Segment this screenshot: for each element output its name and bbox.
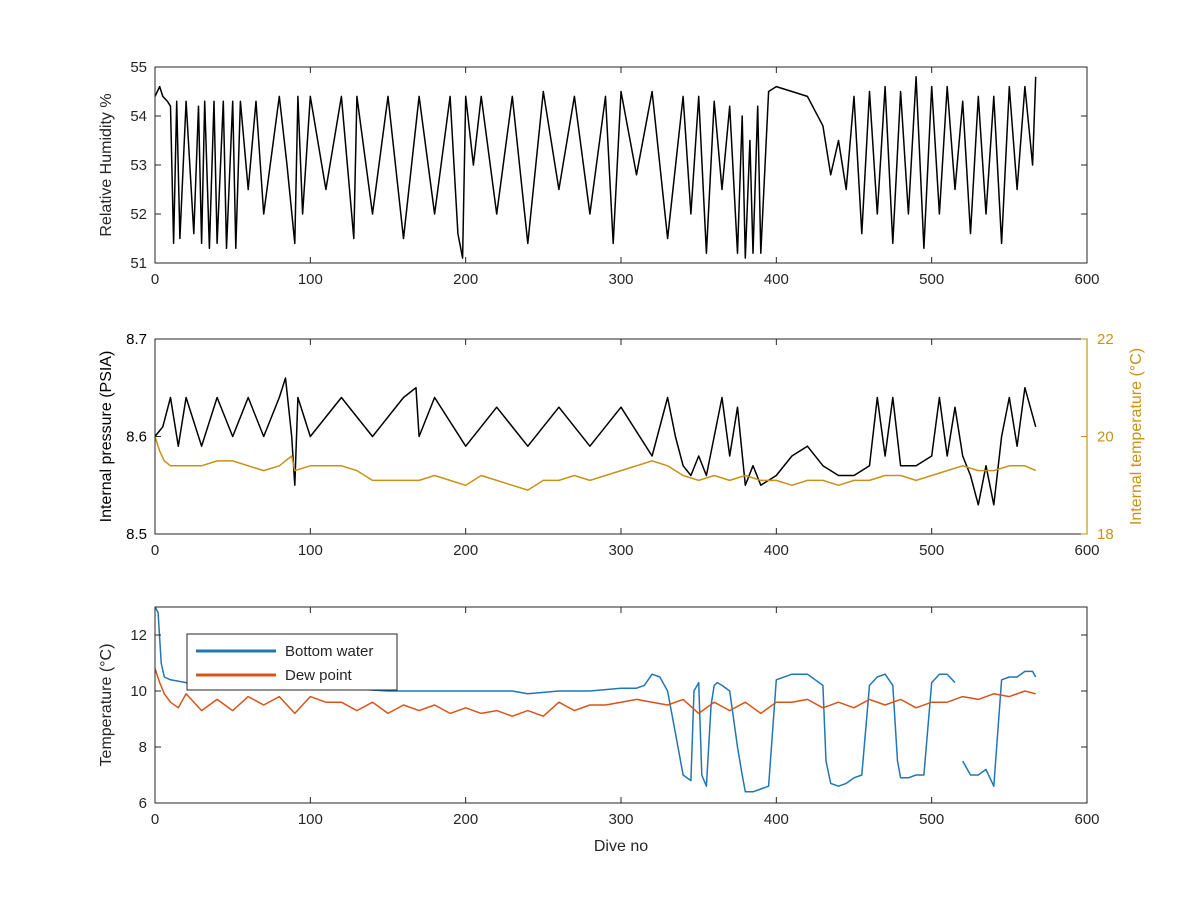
legend-label: Dew point: [285, 667, 353, 684]
y-tick-label: 8: [139, 739, 147, 756]
x-tick-label: 0: [151, 542, 159, 559]
x-tick-label: 300: [608, 542, 633, 559]
x-tick-label: 500: [919, 271, 944, 288]
y2-tick-label: 18: [1097, 526, 1114, 543]
x-tick-label: 0: [151, 811, 159, 828]
x-tick-label: 600: [1074, 811, 1099, 828]
y-tick-label: 51: [130, 255, 147, 272]
plot-area: [155, 339, 1087, 534]
x-tick-label: 100: [298, 542, 323, 559]
chart-panel-1: 0 100 200 300 400 500 600 51 52 53 54 55 Relative Hu…: [98, 59, 1100, 288]
y2-axis-label: Internal temperature (°C): [1128, 348, 1145, 525]
x-tick-label: 400: [764, 542, 789, 559]
x-tick-label: 400: [764, 811, 789, 828]
y-tick-label: 52: [130, 206, 147, 223]
y-tick-label: 55: [130, 59, 147, 76]
legend-box: [186, 633, 398, 691]
y-tick-label: 12: [130, 627, 147, 644]
y2-tick-label: 20: [1097, 429, 1114, 446]
y-axis-label: Relative Humidity %: [98, 93, 115, 236]
series-line-1: [155, 76, 1037, 259]
x-tick-label: 200: [453, 542, 478, 559]
legend-label: Bottom water: [285, 643, 373, 660]
x-tick-label: 100: [298, 271, 323, 288]
x-tick-label: 300: [608, 811, 633, 828]
series-line-dew-point: [155, 668, 1036, 717]
y-axis-label: Internal pressure (PSIA): [98, 351, 115, 523]
x-tick-label: 200: [453, 811, 478, 828]
y-tick-label: 10: [130, 683, 147, 700]
y-tick-label: 54: [130, 108, 147, 125]
x-tick-label: 600: [1074, 271, 1099, 288]
y-tick-label: 8.6: [126, 429, 147, 446]
legend: Bottom water Dew point: [186, 633, 398, 691]
y-axis-label: Temperature (°C): [98, 644, 115, 767]
x-tick-label: 500: [919, 811, 944, 828]
chart-panel-3: 0 100 200 300 400 500 600 6 8 10 12 Temperature (°C…: [98, 606, 1100, 855]
y-tick-label: 8.7: [126, 331, 147, 348]
x-tick-label: 100: [298, 811, 323, 828]
x-tick-label: 300: [608, 271, 633, 288]
x-axis-label: Dive no: [594, 838, 648, 855]
series-line-1: [155, 377, 1037, 506]
x-tick-label: 0: [151, 271, 159, 288]
y2-tick-label: 22: [1097, 331, 1114, 348]
chart-panel-2: 0 100 200 300 400 500 600 8.5 8.6 8.7 Internal pre…: [98, 331, 1145, 559]
x-tick-label: 500: [919, 542, 944, 559]
y-tick-label: 53: [130, 157, 147, 174]
x-tick-label: 600: [1074, 542, 1099, 559]
y-tick-label: 8.5: [126, 526, 147, 543]
series-line-2: [155, 436, 1037, 491]
y-tick-label: 6: [139, 795, 147, 812]
x-tick-label: 400: [764, 271, 789, 288]
x-tick-label: 200: [453, 271, 478, 288]
